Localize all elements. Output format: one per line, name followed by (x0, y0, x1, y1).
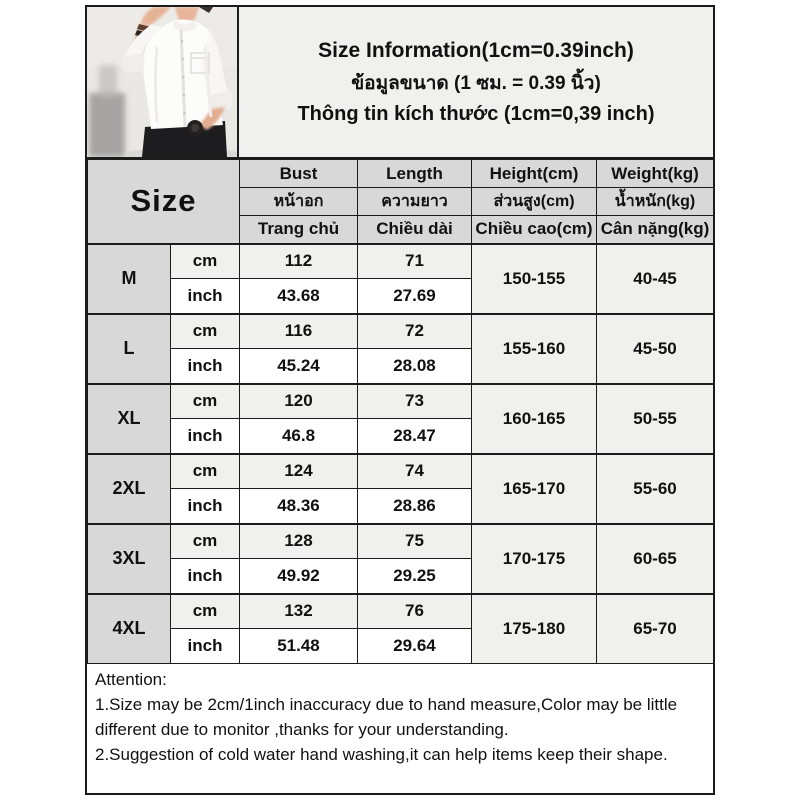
title-thai: ข้อมูลขนาด (1 ซม. = 0.39 นิ้ว) (351, 72, 601, 94)
bust-cm-value: 116 (239, 312, 358, 349)
col-header-height-th: ส่วนสูง(cm) (471, 187, 597, 216)
length-inch-value: 29.64 (357, 628, 472, 664)
length-inch-value: 28.08 (357, 348, 472, 384)
weight-range: 65-70 (596, 592, 714, 664)
weight-range: 50-55 (596, 382, 714, 454)
top-section: Size Information(1cm=0.39inch) ข้อมูลขนา… (87, 7, 713, 159)
col-header-length-vi: Chiều dài (357, 215, 472, 244)
col-header-bust-vi: Trang chủ (239, 215, 358, 244)
table-row: 3XL cm 128 75 170-175 60-65 (87, 522, 714, 594)
col-header-height-vi: Chiều cao(cm) (471, 215, 597, 244)
col-header-bust-th: หน้าอก (239, 187, 358, 216)
length-inch-value: 28.86 (357, 488, 472, 524)
unit-label-inch: inch (170, 488, 240, 524)
unit-label-inch: inch (170, 628, 240, 664)
col-header-weight-en: Weight(kg) (596, 159, 714, 188)
bust-cm-value: 112 (239, 242, 358, 279)
table-row: 4XL cm 132 76 175-180 65-70 (87, 592, 714, 664)
size-label: 2XL (87, 452, 171, 524)
col-header-bust-en: Bust (239, 159, 358, 188)
unit-label-cm: cm (170, 592, 240, 629)
length-inch-value: 28.47 (357, 418, 472, 454)
model-photo (87, 7, 239, 157)
table-row: M cm 112 71 150-155 40-45 (87, 242, 714, 314)
unit-label-cm: cm (170, 382, 240, 419)
bust-inch-value: 49.92 (239, 558, 358, 594)
size-chart-sheet: Size Information(1cm=0.39inch) ข้อมูลขนา… (85, 5, 715, 795)
height-range: 160-165 (471, 382, 597, 454)
table-row: inch 43.68 27.69 (88, 278, 714, 314)
bust-cm-value: 128 (239, 522, 358, 559)
bust-cm-value: 132 (239, 592, 358, 629)
attention-heading: Attention: (95, 670, 167, 689)
length-cm-value: 71 (357, 242, 472, 279)
unit-label-cm: cm (170, 522, 240, 559)
attention-note-2: 2.Suggestion of cold water hand washing,… (95, 745, 668, 764)
table-row: 2XL cm 124 74 165-170 55-60 (87, 452, 714, 524)
table-row: inch 45.24 28.08 (88, 348, 714, 384)
bust-cm-value: 120 (239, 382, 358, 419)
height-range: 150-155 (471, 242, 597, 314)
size-label: 4XL (87, 592, 171, 664)
weight-range: 55-60 (596, 452, 714, 524)
height-range: 155-160 (471, 312, 597, 384)
size-label: 3XL (87, 522, 171, 594)
col-header-weight-vi: Cân nặng(kg) (596, 215, 714, 244)
length-cm-value: 76 (357, 592, 472, 629)
unit-label-inch: inch (170, 348, 240, 384)
weight-range: 40-45 (596, 242, 714, 314)
table-row: inch 48.36 28.86 (88, 488, 714, 524)
height-range: 165-170 (471, 452, 597, 524)
col-header-weight-th: น้ำหนัก(kg) (596, 187, 714, 216)
title-english: Size Information(1cm=0.39inch) (318, 38, 634, 62)
bust-inch-value: 48.36 (239, 488, 358, 524)
weight-range: 45-50 (596, 312, 714, 384)
height-range: 170-175 (471, 522, 597, 594)
title-block: Size Information(1cm=0.39inch) ข้อมูลขนา… (239, 7, 713, 157)
table-row: L cm 116 72 155-160 45-50 (87, 312, 714, 384)
title-vietnamese: Thông tin kích thước (1cm=0,39 inch) (297, 102, 655, 125)
unit-label-inch: inch (170, 278, 240, 314)
length-cm-value: 73 (357, 382, 472, 419)
unit-label-inch: inch (170, 418, 240, 454)
size-label: XL (87, 382, 171, 454)
bust-inch-value: 45.24 (239, 348, 358, 384)
weight-range: 60-65 (596, 522, 714, 594)
unit-label-inch: inch (170, 558, 240, 594)
bust-inch-value: 51.48 (239, 628, 358, 664)
size-table: Size Bust Length Height(cm) Weight(kg) ห… (87, 159, 714, 664)
size-column-header: Size (87, 159, 240, 244)
attention-notes: Attention: 1.Size may be 2cm/1inch inacc… (87, 664, 713, 793)
col-header-length-th: ความยาว (357, 187, 472, 216)
size-label: L (87, 312, 171, 384)
length-cm-value: 75 (357, 522, 472, 559)
unit-label-cm: cm (170, 242, 240, 279)
length-cm-value: 72 (357, 312, 472, 349)
table-row: inch 46.8 28.47 (88, 418, 714, 454)
attention-note-1: 1.Size may be 2cm/1inch inaccuracy due t… (95, 695, 678, 739)
length-inch-value: 27.69 (357, 278, 472, 314)
col-header-height-en: Height(cm) (471, 159, 597, 188)
unit-label-cm: cm (170, 312, 240, 349)
length-inch-value: 29.25 (357, 558, 472, 594)
unit-label-cm: cm (170, 452, 240, 489)
height-range: 175-180 (471, 592, 597, 664)
model-photo-illustration (87, 7, 237, 157)
table-row: inch 51.48 29.64 (88, 628, 714, 664)
bust-inch-value: 43.68 (239, 278, 358, 314)
size-label: M (87, 242, 171, 314)
col-header-length-en: Length (357, 159, 472, 188)
bust-inch-value: 46.8 (239, 418, 358, 454)
length-cm-value: 74 (357, 452, 472, 489)
table-row: XL cm 120 73 160-165 50-55 (87, 382, 714, 454)
bust-cm-value: 124 (239, 452, 358, 489)
table-row: inch 49.92 29.25 (88, 558, 714, 594)
